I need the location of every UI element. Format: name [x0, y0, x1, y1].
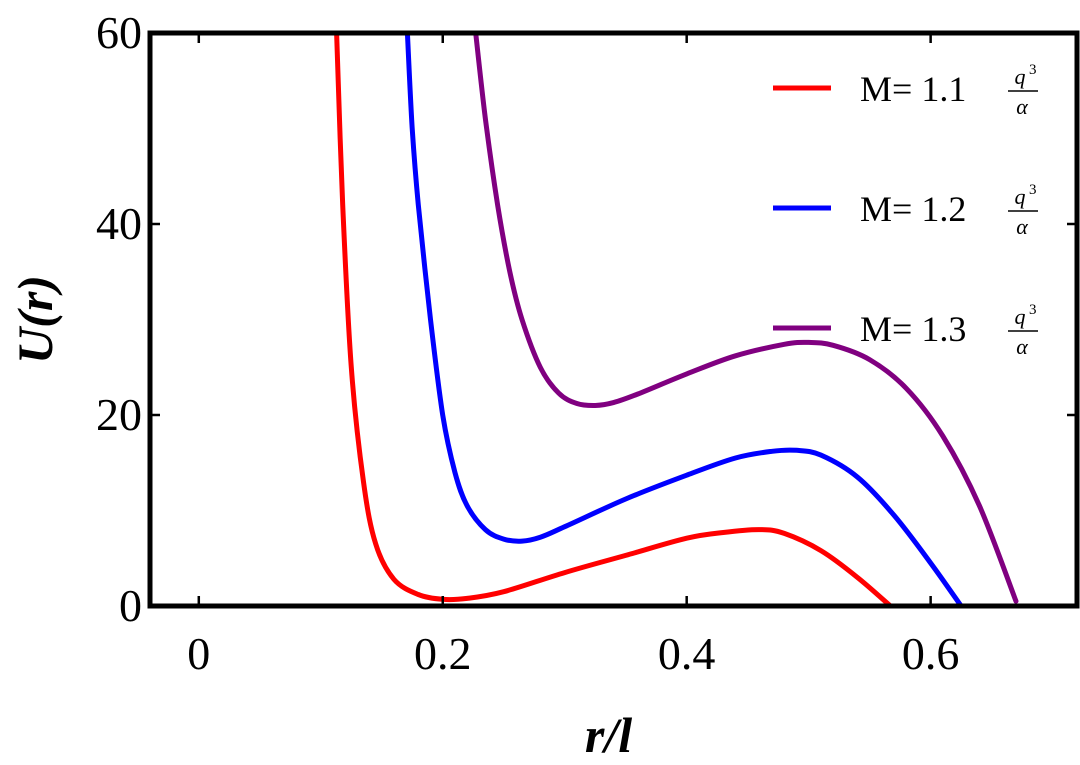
legend-frac-denominator: α: [1016, 214, 1028, 239]
series-line-1: [334, 33, 893, 606]
series-line-3: [473, 33, 1019, 604]
legend-frac-exponent: 3: [1029, 182, 1037, 198]
legend-frac-numerator: q: [1015, 64, 1026, 89]
legend-label-2: M= 1.2: [860, 189, 966, 229]
tick-labels: 0 0.2 0.4 0.6 0 20 40 60: [96, 7, 959, 679]
x-tick-label: 0.4: [658, 628, 716, 679]
legend: M= 1.1 q 3αM= 1.2 q 3αM= 1.3 q 3α: [773, 62, 1038, 359]
x-tick-label: 0.6: [902, 628, 960, 679]
plot-frame: [147, 30, 1080, 609]
y-tick-label: 20: [96, 389, 142, 440]
ticks-layer: [150, 31, 1077, 608]
legend-frac-denominator: α: [1016, 94, 1028, 119]
legend-frac-exponent: 3: [1029, 302, 1037, 318]
x-tick-label: 0.2: [414, 628, 472, 679]
legend-frac-numerator: q: [1015, 304, 1026, 329]
y-tick-label: 40: [96, 198, 142, 249]
series-line-2: [404, 33, 964, 606]
legend-label-1: M= 1.1: [860, 69, 966, 109]
y-tick-label: 60: [96, 7, 142, 58]
y-tick-label: 0: [119, 580, 142, 631]
legend-label-3: M= 1.3: [860, 309, 966, 349]
legend-frac-exponent: 3: [1029, 62, 1037, 78]
y-axis-title: U(r): [7, 275, 63, 364]
legend-frac-numerator: q: [1015, 184, 1026, 209]
legend-frac-denominator: α: [1016, 334, 1028, 359]
series-layer: [334, 33, 1019, 606]
x-axis-title: r/l: [585, 707, 632, 763]
x-tick-label: 0: [187, 628, 210, 679]
